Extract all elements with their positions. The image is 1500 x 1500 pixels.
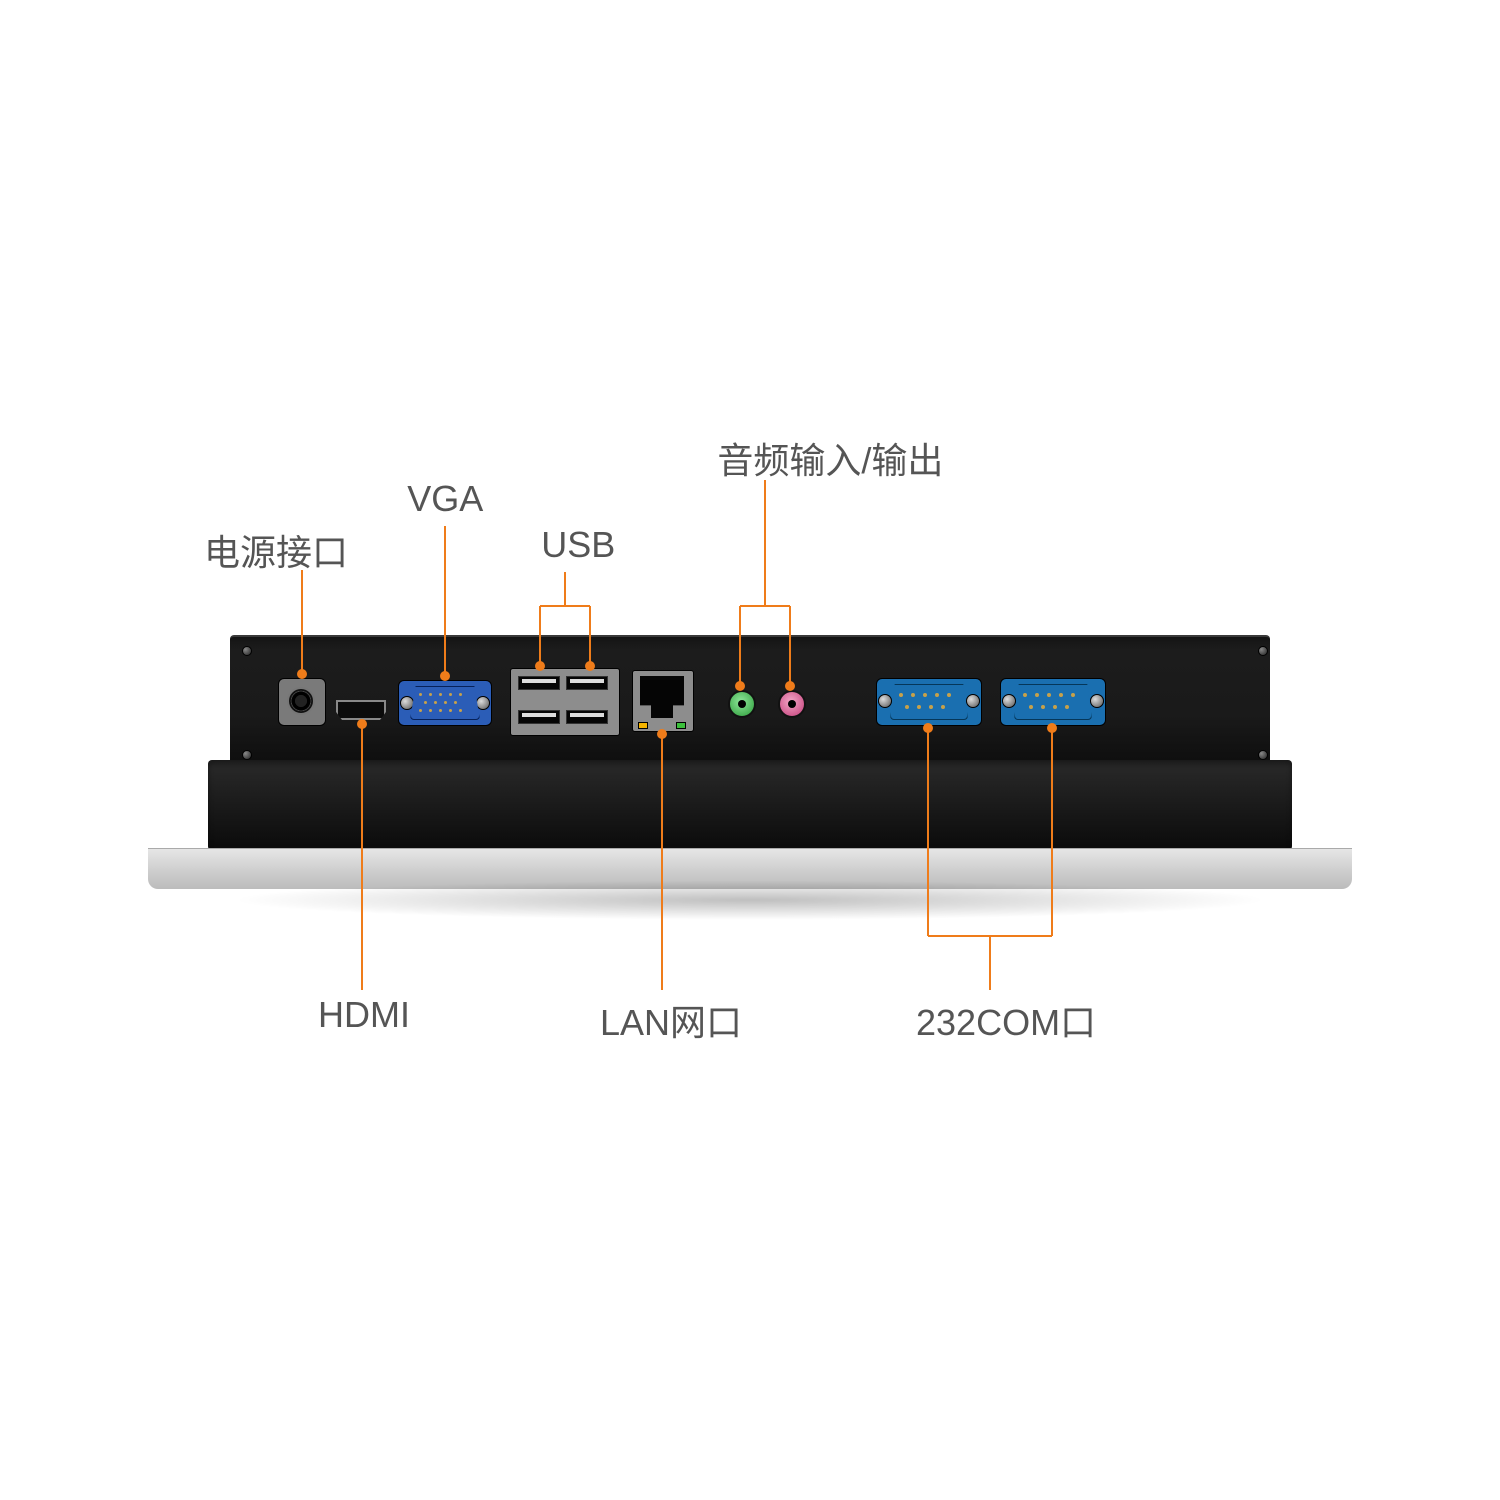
diagram-stage: { "canvas": { "width": 1500, "height": 1… (0, 0, 1500, 1500)
com1-port (890, 684, 968, 720)
lan-led (676, 722, 686, 729)
hdmi-port (336, 700, 386, 720)
device-shadow (230, 880, 1270, 920)
label-usb: USB (541, 524, 615, 566)
panel-screw (242, 750, 252, 760)
com2-port (1014, 684, 1092, 720)
vga-port (410, 686, 480, 720)
label-audio: 音频输入/输出 (717, 432, 943, 484)
label-lan: LAN网口 (600, 994, 742, 1046)
usb-port (566, 676, 608, 690)
panel-screw (242, 646, 252, 656)
device-bevel (208, 760, 1292, 852)
label-com: 232COM口 (916, 994, 1096, 1046)
usb-port (518, 710, 560, 724)
lan-led (638, 722, 648, 729)
com-screw (966, 694, 980, 708)
com-screw (878, 694, 892, 708)
power-port (287, 687, 315, 715)
usb-port (518, 676, 560, 690)
audio-in-port (728, 690, 756, 718)
label-vga: VGA (407, 478, 483, 520)
label-power: 电源接口 (204, 524, 348, 576)
audio-out-port (778, 690, 806, 718)
panel-screw (1258, 750, 1268, 760)
label-hdmi: HDMI (318, 994, 410, 1036)
usb-port (566, 710, 608, 724)
com-screw (1090, 694, 1104, 708)
vga-screw (400, 696, 414, 710)
vga-screw (476, 696, 490, 710)
panel-screw (1258, 646, 1268, 656)
com-screw (1002, 694, 1016, 708)
